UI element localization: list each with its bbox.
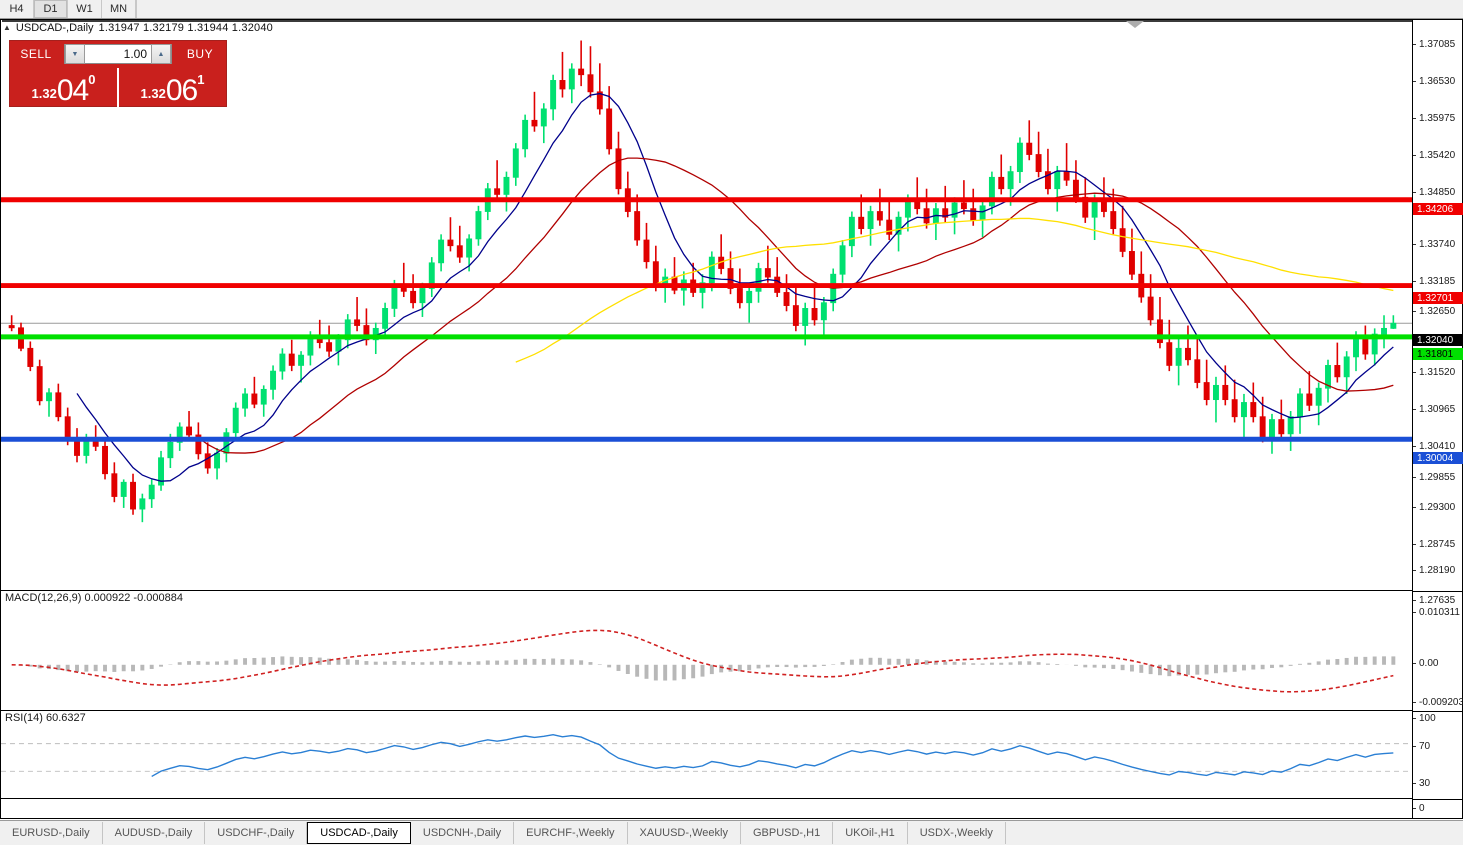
chart-tab-bar: EURUSD-,Daily AUDUSD-,Daily USDCHF-,Daily U… <box>0 820 1463 845</box>
timeframe-h4[interactable]: H4 <box>0 0 34 18</box>
sell-price-fraction: 0 <box>88 72 96 87</box>
rsi-tick: 100 <box>1413 712 1463 724</box>
rsi-label: RSI(14) 60.6327 <box>5 712 86 724</box>
toolbar-spacer <box>136 0 1463 18</box>
macd-tick: 0.010311 <box>1413 606 1463 618</box>
price-scale[interactable]: 1.37085 1.36530 1.35975 1.35420 1.34850 1.342… <box>1412 20 1463 818</box>
chart-tab-usdcnh[interactable]: USDCNH-,Daily <box>411 822 515 844</box>
one-click-trading-panel: SELL ▼ 1.00 ▲ BUY 1.32 04 0 1.32 06 1 <box>9 40 227 107</box>
chart-tab-usdchf[interactable]: USDCHF-,Daily <box>205 822 308 844</box>
price-badge-bid[interactable]: 1.32040 <box>1413 334 1463 346</box>
price-tick: 1.28190 <box>1413 564 1463 576</box>
octp-price-row: 1.32 04 0 1.32 06 1 <box>10 67 226 107</box>
sell-price-prefix: 1.32 <box>31 86 57 101</box>
price-tick: 1.33740 <box>1413 238 1463 250</box>
price-tick: 1.28745 <box>1413 538 1463 550</box>
price-pane[interactable] <box>1 20 1412 591</box>
sell-price[interactable]: 1.32 04 0 <box>10 68 119 107</box>
octp-controls-row: SELL ▼ 1.00 ▲ BUY <box>10 41 226 67</box>
rsi-tick: 0 <box>1413 802 1463 814</box>
volume-up-icon[interactable]: ▲ <box>151 44 171 64</box>
sell-button[interactable]: SELL <box>20 47 52 61</box>
chart-tab-usdx[interactable]: USDX-,Weekly <box>908 822 1006 844</box>
chart-tab-audusd[interactable]: AUDUSD-,Daily <box>103 822 206 844</box>
buy-price-pips: 06 <box>165 74 198 107</box>
price-tick: 1.35975 <box>1413 112 1463 124</box>
chart-tab-eurchf[interactable]: EURCHF-,Weekly <box>514 822 628 844</box>
price-tick: 1.34850 <box>1413 186 1463 198</box>
price-tick: 1.30965 <box>1413 403 1463 415</box>
chart-ohlc-values: 1.31947 1.32179 1.31944 1.32040 <box>98 22 273 34</box>
collapse-icon[interactable]: ▲ <box>3 23 11 32</box>
chart-header: ▲ USDCAD-,Daily 1.31947 1.32179 1.31944 … <box>3 21 273 35</box>
price-badge-sup[interactable]: 1.30004 <box>1413 452 1463 464</box>
rsi-pane[interactable]: RSI(14) 60.6327 <box>1 711 1412 799</box>
chart-tab-usdcad[interactable]: USDCAD-,Daily <box>307 822 411 844</box>
chart-tab-xauusd[interactable]: XAUUSD-,Weekly <box>628 822 741 844</box>
price-tick: 1.29300 <box>1413 501 1463 513</box>
chart-shift-marker-icon[interactable] <box>1126 21 1144 28</box>
price-badge-res[interactable]: 1.32701 <box>1413 292 1463 304</box>
price-tick: 1.35420 <box>1413 149 1463 161</box>
buy-price-prefix: 1.32 <box>140 86 166 101</box>
price-tick: 1.29855 <box>1413 471 1463 483</box>
rsi-tick: 70 <box>1413 740 1463 752</box>
price-tick: 1.33185 <box>1413 275 1463 287</box>
chart-top-rule <box>2 20 1412 22</box>
macd-label: MACD(12,26,9) 0.000922 -0.000884 <box>5 592 183 604</box>
price-tick: 1.36530 <box>1413 75 1463 87</box>
buy-price-fraction: 1 <box>197 72 205 87</box>
price-tick: 1.32650 <box>1413 305 1463 317</box>
price-tick: 1.31520 <box>1413 366 1463 378</box>
macd-pane[interactable]: MACD(12,26,9) 0.000922 -0.000884 <box>1 591 1412 711</box>
chart-tab-gbpusd[interactable]: GBPUSD-,H1 <box>741 822 834 844</box>
price-badge-res[interactable]: 1.34206 <box>1413 203 1463 215</box>
price-tick: 1.37085 <box>1413 38 1463 50</box>
rsi-tick: 30 <box>1413 777 1463 789</box>
macd-tick: 0.00 <box>1413 657 1463 669</box>
scale-divider <box>1413 591 1463 592</box>
scale-divider <box>1413 711 1463 712</box>
buy-price[interactable]: 1.32 06 1 <box>119 68 226 107</box>
price-badge-ask[interactable]: 1.31801 <box>1413 348 1463 360</box>
chart-window: ▲ USDCAD-,Daily 1.31947 1.32179 1.31944 … <box>0 19 1463 836</box>
macd-tick: -0.009203 <box>1413 696 1463 708</box>
price-tick: 1.27635 <box>1413 594 1463 606</box>
rsi-plot <box>1 734 1412 778</box>
chart-symbol-label: USDCAD-,Daily <box>15 22 94 34</box>
timeframe-w1[interactable]: W1 <box>68 0 102 18</box>
buy-button[interactable]: BUY <box>186 47 214 61</box>
macd-plot <box>11 629 1396 693</box>
price-tick: 1.30410 <box>1413 440 1463 452</box>
volume-down-icon[interactable]: ▼ <box>65 44 85 64</box>
candlestick-plot <box>1 40 1412 523</box>
scale-divider <box>1413 799 1463 800</box>
timeframe-d1[interactable]: D1 <box>34 0 68 18</box>
volume-input[interactable]: 1.00 <box>123 47 147 61</box>
chart-tab-ukoil[interactable]: UKOil-,H1 <box>833 822 908 844</box>
sell-price-pips: 04 <box>56 74 89 107</box>
timeframe-toolbar: H4 D1 W1 MN <box>0 0 1463 19</box>
timeframe-mn[interactable]: MN <box>102 0 136 18</box>
chart-tab-eurusd[interactable]: EURUSD-,Daily <box>0 822 103 844</box>
volume-stepper[interactable]: ▼ 1.00 ▲ <box>64 44 172 64</box>
